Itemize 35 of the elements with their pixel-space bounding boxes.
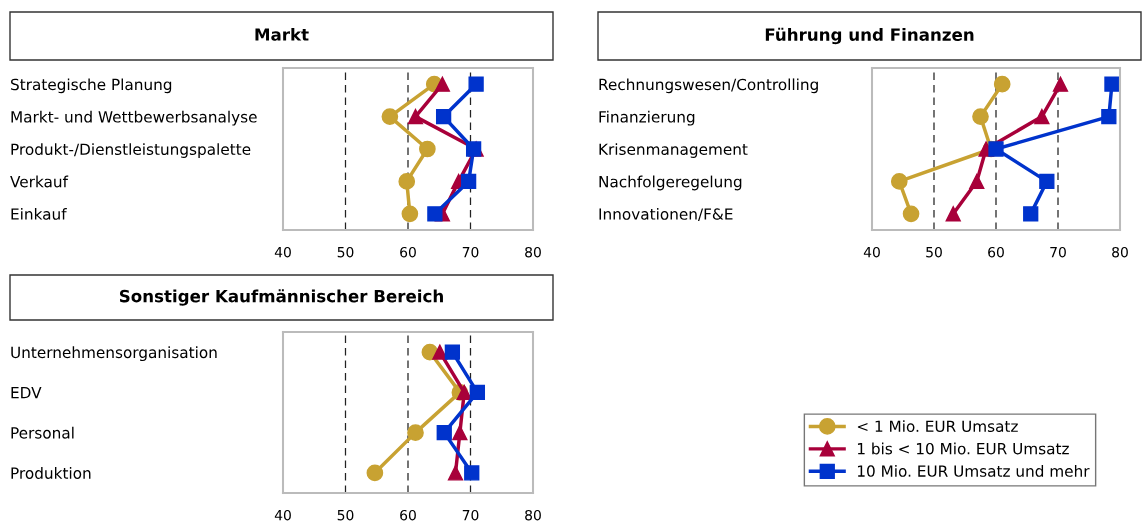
x-tick-label: 60 — [400, 509, 416, 521]
y-tick-label: Strategische Planung — [11, 78, 172, 94]
legend-label: 1 bis < 10 Mio. EUR Umsatz — [857, 442, 1069, 455]
y-tick-label: Unternehmensorganisation — [11, 346, 217, 362]
x-tick-label: 40 — [274, 246, 291, 258]
y-tick-label: Rechnungswesen/Controlling — [599, 78, 818, 94]
y-tick-label: Krisenmanagement — [599, 143, 748, 158]
chart-title: Sonstiger Kaufmännischer Bereich — [119, 289, 443, 306]
chart-title: Markt — [255, 27, 309, 41]
y-tick-label: Einkauf — [11, 208, 67, 220]
x-tick-label: 40 — [274, 509, 291, 521]
x-tick-label: 50 — [337, 509, 354, 521]
y-tick-label: Nachfolgeregelung — [599, 175, 742, 191]
legend-label: 10 Mio. EUR Umsatz und mehr — [857, 465, 1090, 477]
y-tick-label: Personal — [11, 426, 74, 439]
x-tick-label: 50 — [337, 246, 354, 258]
chart-title: Führung und Finanzen — [765, 27, 974, 45]
y-tick-label: Verkauf — [10, 175, 69, 188]
x-tick-label: 70 — [462, 246, 479, 258]
x-tick-label: 70 — [462, 509, 479, 521]
x-tick-label: 40 — [863, 246, 880, 258]
y-tick-label: Produktion — [11, 467, 91, 479]
y-tick-label: Markt- und Wettbewerbsanalyse — [11, 110, 257, 126]
y-tick-label: Innovationen/F&E — [599, 208, 733, 222]
x-tick-label: 60 — [988, 246, 1004, 258]
x-tick-label: 60 — [400, 246, 416, 258]
x-tick-label: 70 — [1050, 246, 1066, 258]
x-tick-label: 50 — [926, 246, 942, 258]
y-tick-label: Produkt-/Dienstleistungspalette — [11, 143, 251, 158]
x-tick-label: 80 — [525, 509, 541, 521]
x-tick-label: 80 — [1112, 246, 1128, 258]
y-tick-label: EDV — [11, 387, 42, 399]
legend-label: < 1 Mio. EUR Umsatz — [857, 420, 1018, 433]
x-tick-label: 80 — [525, 246, 541, 258]
y-tick-label: Finanzierung — [599, 110, 695, 126]
